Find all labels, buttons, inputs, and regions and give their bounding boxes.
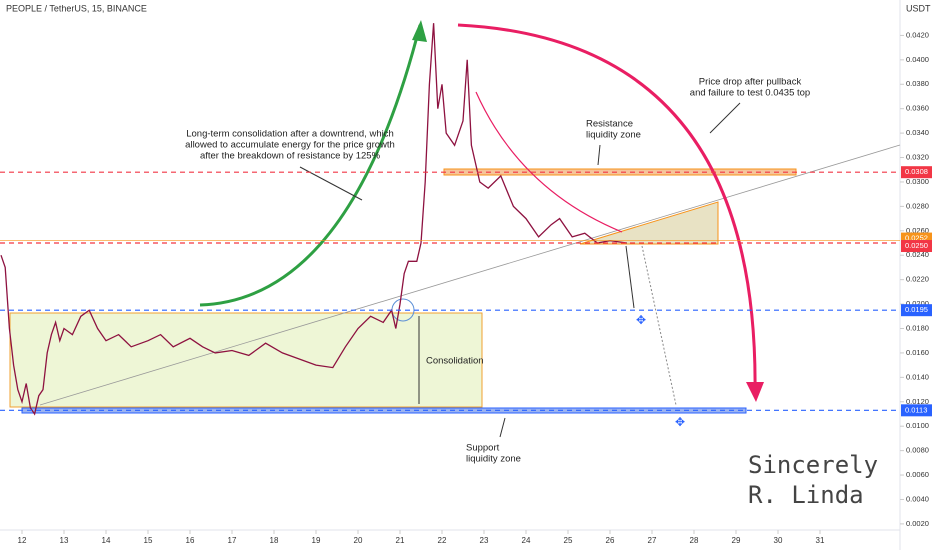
annotation: Long-term consolidation after a downtren… xyxy=(186,129,394,140)
level-tag xyxy=(901,240,932,253)
x-tick-label: 28 xyxy=(690,536,699,545)
drop-arrow xyxy=(457,23,757,396)
x-tick-label: 27 xyxy=(648,536,657,545)
x-tick-label: 16 xyxy=(186,536,195,545)
level-tag xyxy=(901,166,932,179)
icon: ✥ xyxy=(636,313,646,327)
curve xyxy=(475,91,623,233)
pointer xyxy=(499,417,506,438)
y-tick-label: 0.0200 xyxy=(906,299,929,308)
arrowhead xyxy=(746,382,764,402)
consolidation-zone xyxy=(9,312,483,408)
level-label: 0.0113 xyxy=(905,405,927,414)
x-tick-label: 20 xyxy=(354,536,363,545)
projection xyxy=(625,245,635,309)
y-tick-label: 0.0320 xyxy=(906,153,929,162)
y-tick-label: 0.0180 xyxy=(906,323,929,332)
x-tick-label: 31 xyxy=(816,536,825,545)
x-tick-label: 26 xyxy=(606,536,615,545)
y-tick-label: 0.0360 xyxy=(906,104,929,113)
annotation: Consolidation xyxy=(426,356,484,367)
x-tick-label: 14 xyxy=(102,536,111,545)
y-tick-label: 0.0260 xyxy=(906,226,929,235)
trend-line xyxy=(39,144,901,406)
x-tick-label: 19 xyxy=(312,536,321,545)
y-tick-label: 0.0100 xyxy=(906,421,929,430)
signature: Sincerely xyxy=(748,451,878,479)
level-tag xyxy=(901,404,932,417)
signature: R. Linda xyxy=(748,481,864,509)
y-tick-label: 0.0280 xyxy=(906,201,929,210)
x-tick-label: 13 xyxy=(60,536,69,545)
annotation: liquidity zone xyxy=(586,130,641,141)
annotation: Support xyxy=(466,443,500,454)
x-tick-label: 15 xyxy=(144,536,153,545)
x-tick-label: 29 xyxy=(732,536,741,545)
icon: ✥ xyxy=(675,415,685,429)
y-tick-label: 0.0420 xyxy=(906,30,929,39)
y-tick-label: 0.0120 xyxy=(906,397,929,406)
unit: USDT xyxy=(906,3,931,13)
y-tick-label: 0.0060 xyxy=(906,470,929,479)
x-tick-label: 21 xyxy=(396,536,405,545)
x-tick-label: 23 xyxy=(480,536,489,545)
x-tick-label: 30 xyxy=(774,536,783,545)
y-tick-label: 0.0020 xyxy=(906,519,929,528)
y-tick-label: 0.0080 xyxy=(906,446,929,455)
level-label: 0.0250 xyxy=(905,241,928,250)
y-tick-label: 0.0340 xyxy=(906,128,929,137)
annotation: and failure to test 0.0435 top xyxy=(690,88,810,99)
triangle xyxy=(579,201,719,245)
x-tick-label: 18 xyxy=(270,536,279,545)
x-tick-label: 24 xyxy=(522,536,531,545)
level-label: 0.0308 xyxy=(905,167,928,176)
annotation: after the breakdown of resistance by 125… xyxy=(200,151,381,162)
y-tick-label: 0.0400 xyxy=(906,55,929,64)
y-tick-label: 0.0160 xyxy=(906,348,929,357)
x-tick-label: 12 xyxy=(18,536,27,545)
projection xyxy=(641,245,677,406)
y-tick-label: 0.0140 xyxy=(906,372,929,381)
price-line xyxy=(0,23,627,416)
growth-arrow xyxy=(199,24,422,307)
y-tick-label: 0.0300 xyxy=(906,177,929,186)
y-tick-label: 0.0240 xyxy=(906,250,929,259)
y-tick-label: 0.0220 xyxy=(906,275,929,284)
level-label: 0.0252 xyxy=(905,234,928,243)
annotation: Resistance xyxy=(586,119,633,130)
y-tick-label: 0.0040 xyxy=(906,494,929,503)
annotation: allowed to accumulate energy for the pri… xyxy=(185,140,395,151)
annotation: liquidity zone xyxy=(466,454,521,465)
level-tag xyxy=(901,304,932,317)
x-tick-label: 22 xyxy=(438,536,447,545)
header: PEOPLE / TetherUS, 15, BINANCE xyxy=(6,3,147,13)
x-tick-label: 17 xyxy=(228,536,237,545)
y-tick-label: 0.0380 xyxy=(906,79,929,88)
annotation: Price drop after pullback xyxy=(699,77,802,88)
arrowhead xyxy=(412,20,427,42)
pointer xyxy=(597,144,601,166)
level-label: 0.0195 xyxy=(905,305,928,314)
pointer xyxy=(709,102,741,134)
x-tick-label: 25 xyxy=(564,536,573,545)
